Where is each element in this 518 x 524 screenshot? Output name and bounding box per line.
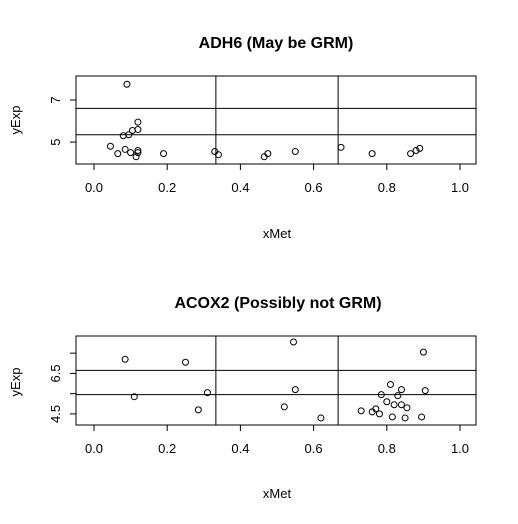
point-adh6-10 (132, 153, 140, 161)
point-adh6-13 (160, 150, 168, 158)
point-adh6-23 (416, 144, 424, 152)
point-acox2-9 (357, 407, 365, 415)
point-adh6-14 (211, 148, 219, 156)
point-acox2-18 (394, 392, 402, 400)
y-axis-label-acox2: yExp (8, 368, 23, 397)
plot-frame-acox2 (75, 335, 477, 426)
point-adh6-12 (134, 146, 142, 154)
x-tick-label-adh6-3: 0.6 (305, 180, 323, 195)
y-tick-label-adh6-1: 7 (48, 96, 63, 103)
point-adh6-11 (134, 149, 142, 157)
point-acox2-2 (182, 358, 189, 366)
point-acox2-25 (421, 387, 429, 395)
point-acox2-23 (418, 413, 426, 421)
x-tick-label-acox2-5: 1.0 (451, 441, 469, 456)
point-adh6-15 (214, 151, 222, 159)
point-acox2-15 (386, 381, 394, 389)
x-axis-acox2: 0.0 0.2 0.4 0.6 0.8 1.0 (85, 424, 469, 456)
x-axis-adh6: 0.0 0.2 0.4 0.6 0.8 1.0 (85, 163, 469, 195)
x-tick-label-acox2-1: 0.2 (158, 441, 176, 456)
point-acox2-0 (121, 355, 129, 363)
point-acox2-24 (419, 348, 427, 356)
y-axis-adh6: 57 (48, 96, 77, 146)
y-tick-label-adh6-0: 5 (48, 138, 63, 145)
point-adh6-6 (106, 142, 114, 150)
x-tick-label-acox2-3: 0.6 (305, 441, 323, 456)
point-adh6-20 (368, 150, 376, 158)
y-axis-label-adh6: yExp (8, 106, 23, 135)
point-adh6-7 (121, 145, 129, 153)
y-tick-label-acox2-2: 6.5 (48, 364, 63, 382)
point-adh6-5 (119, 132, 127, 140)
reference-lines-acox2 (76, 336, 476, 425)
point-adh6-8 (114, 150, 122, 158)
point-acox2-3 (194, 406, 202, 414)
x-tick-label-adh6-1: 0.2 (158, 180, 176, 195)
y-axis-acox2: 4.5 6.5 (48, 352, 77, 423)
point-acox2-4 (203, 389, 211, 397)
x-tick-label-adh6-0: 0.0 (85, 180, 103, 195)
x-axis-label-adh6: xMet (263, 226, 292, 241)
point-acox2-14 (383, 398, 391, 406)
point-acox2-20 (397, 401, 405, 409)
point-acox2-7 (280, 403, 288, 411)
x-tick-label-adh6-5: 1.0 (451, 180, 469, 195)
x-axis-label-acox2: xMet (263, 486, 292, 501)
point-adh6-3 (128, 127, 136, 135)
point-acox2-11 (372, 405, 380, 413)
point-adh6-18 (291, 148, 299, 156)
x-tick-label-acox2-4: 0.8 (378, 441, 396, 456)
point-adh6-9 (127, 149, 135, 157)
point-acox2-5 (289, 338, 297, 346)
x-tick-label-adh6-2: 0.4 (231, 180, 249, 195)
point-acox2-12 (377, 391, 385, 399)
chart-title-adh6: ADH6 (May be GRM) (199, 35, 354, 52)
point-adh6-21 (407, 150, 415, 158)
x-tick-label-adh6-4: 0.8 (378, 180, 396, 195)
panel-adh6: ADH6 (May be GRM) 0.0 0.2 0.4 0.6 0.8 1.0 57 … (8, 35, 477, 241)
x-tick-label-acox2-2: 0.4 (231, 441, 249, 456)
point-acox2-22 (403, 404, 411, 412)
point-adh6-16 (260, 153, 268, 161)
point-acox2-19 (397, 386, 405, 394)
point-adh6-19 (337, 143, 345, 151)
point-acox2-17 (390, 401, 398, 409)
point-adh6-1 (134, 118, 142, 126)
point-adh6-17 (264, 150, 272, 158)
point-acox2-8 (317, 414, 325, 422)
point-acox2-16 (388, 413, 396, 421)
chart-title-acox2: ACOX2 (Possibly not GRM) (174, 295, 381, 312)
point-adh6-22 (412, 146, 420, 154)
point-acox2-1 (130, 393, 138, 401)
point-acox2-21 (401, 414, 409, 422)
point-acox2-13 (375, 410, 383, 418)
point-acox2-6 (291, 386, 299, 394)
points-acox2 (121, 338, 429, 422)
panel-acox2: ACOX2 (Possibly not GRM) 0.0 0.2 0.4 0.6 0.8… (8, 295, 477, 501)
point-adh6-2 (134, 125, 142, 133)
reference-lines-adh6 (76, 76, 476, 164)
points-adh6 (106, 80, 424, 161)
x-tick-label-acox2-0: 0.0 (85, 441, 103, 456)
y-tick-label-acox2-0: 4.5 (48, 405, 63, 423)
point-adh6-0 (123, 80, 131, 88)
